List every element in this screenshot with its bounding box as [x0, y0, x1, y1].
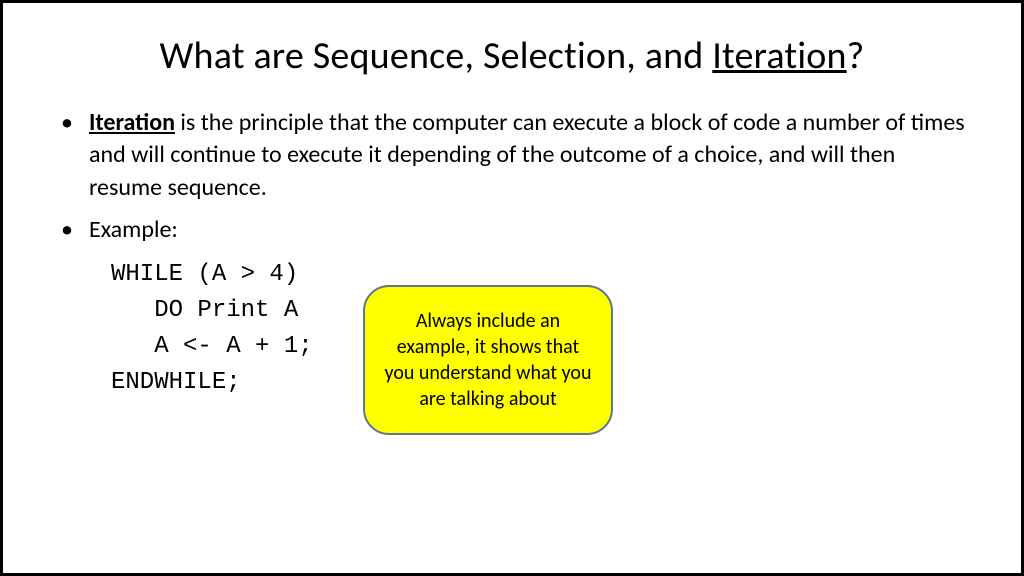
code-line-4: ENDWHILE;	[111, 369, 241, 396]
callout-text: Always include an example, it shows that…	[383, 308, 593, 412]
slide-title: What are Sequence, Selection, and Iterat…	[53, 33, 971, 79]
bullet-iteration-definition: Iteration is the principle that the comp…	[53, 107, 971, 204]
code-line-1: WHILE (A > 4)	[111, 261, 298, 288]
title-prefix: What are Sequence, Selection, and	[160, 33, 713, 79]
bullet-list: Iteration is the principle that the comp…	[53, 107, 971, 247]
example-label-text: Example:	[89, 215, 178, 244]
title-underlined-word: Iteration	[712, 33, 846, 79]
bullet-example-label: Example:	[53, 214, 971, 246]
bullet-definition-text: is the principle that the computer can e…	[89, 108, 965, 202]
title-suffix: ?	[847, 33, 865, 79]
callout-box: Always include an example, it shows that…	[363, 285, 613, 435]
bullet-lead-word: Iteration	[89, 108, 175, 137]
slide-frame: What are Sequence, Selection, and Iterat…	[0, 0, 1024, 576]
code-line-3: A <- A + 1;	[111, 333, 313, 360]
code-line-2: DO Print A	[111, 297, 298, 324]
